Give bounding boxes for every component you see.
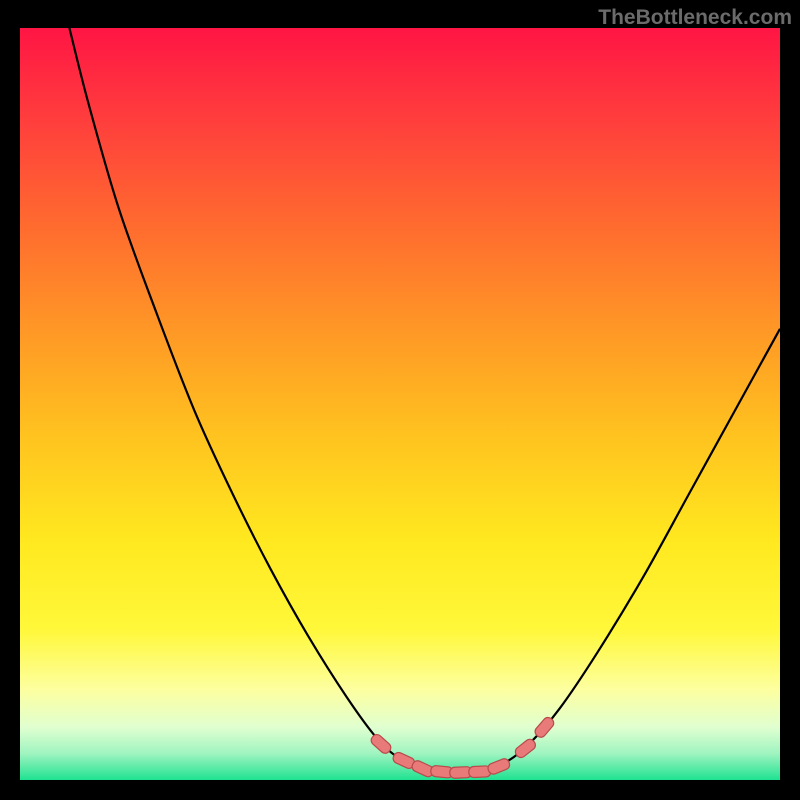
watermark-text: TheBottleneck.com [598,6,792,30]
chart-canvas: TheBottleneck.com [0,0,800,800]
plot-background [20,28,780,780]
bottleneck-chart [0,0,800,800]
